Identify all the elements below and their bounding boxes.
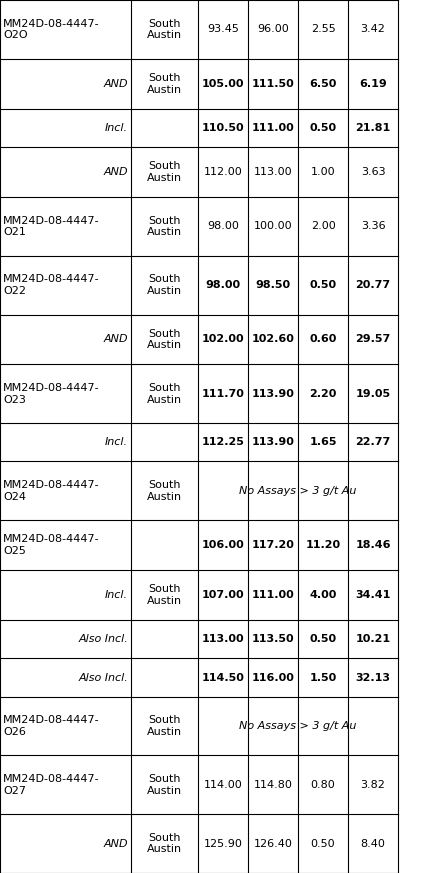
Text: South
Austin: South Austin	[147, 274, 182, 296]
Text: 105.00: 105.00	[202, 79, 244, 89]
Text: 2.00: 2.00	[311, 222, 336, 231]
Text: 0.50: 0.50	[309, 123, 336, 133]
Text: MM24D-08-4447-
O22: MM24D-08-4447- O22	[3, 274, 99, 296]
Text: No Assays > 3 g/t Au: No Assays > 3 g/t Au	[239, 721, 357, 731]
Text: 11.20: 11.20	[305, 540, 341, 550]
Text: 114.00: 114.00	[204, 780, 242, 790]
Text: South
Austin: South Austin	[147, 833, 182, 855]
Text: 125.90: 125.90	[204, 839, 243, 849]
Text: Incl.: Incl.	[105, 437, 128, 447]
Text: 29.57: 29.57	[355, 334, 391, 345]
Bar	[199, 463, 397, 519]
Text: 20.77: 20.77	[356, 280, 391, 290]
Text: 114.50: 114.50	[201, 672, 244, 683]
Text: 113.00: 113.00	[201, 635, 244, 644]
Text: 98.50: 98.50	[255, 280, 290, 290]
Text: 22.77: 22.77	[355, 437, 391, 447]
Text: MM24D-08-4447-
O21: MM24D-08-4447- O21	[3, 216, 99, 237]
Text: 18.46: 18.46	[355, 540, 391, 550]
Text: Incl.: Incl.	[105, 590, 128, 601]
Text: 102.00: 102.00	[201, 334, 244, 345]
Text: 1.00: 1.00	[311, 167, 336, 177]
Text: 0.50: 0.50	[309, 280, 336, 290]
Text: Incl.: Incl.	[105, 123, 128, 133]
Text: South
Austin: South Austin	[147, 18, 182, 40]
Text: 126.40: 126.40	[254, 839, 293, 849]
Text: 111.70: 111.70	[201, 388, 244, 399]
Text: 1.50: 1.50	[309, 672, 337, 683]
Text: MM24D-08-4447-
O26: MM24D-08-4447- O26	[3, 715, 99, 737]
Text: AND: AND	[103, 839, 128, 849]
Text: 3.63: 3.63	[360, 167, 385, 177]
Text: MM24D-08-4447-
O25: MM24D-08-4447- O25	[3, 534, 99, 556]
Text: No Assays > 3 g/t Au: No Assays > 3 g/t Au	[239, 486, 357, 496]
Text: AND: AND	[103, 79, 128, 89]
Text: 2.20: 2.20	[309, 388, 337, 399]
Text: 3.82: 3.82	[360, 780, 385, 790]
Text: 0.80: 0.80	[311, 780, 336, 790]
Text: 93.45: 93.45	[207, 24, 239, 34]
Text: Also Incl.: Also Incl.	[78, 635, 128, 644]
Text: 19.05: 19.05	[356, 388, 391, 399]
Text: 102.60: 102.60	[251, 334, 294, 345]
Text: 117.20: 117.20	[251, 540, 294, 550]
Text: 113.90: 113.90	[251, 437, 294, 447]
Text: 3.36: 3.36	[360, 222, 385, 231]
Text: 98.00: 98.00	[207, 222, 239, 231]
Text: 100.00: 100.00	[254, 222, 292, 231]
Text: 34.41: 34.41	[355, 590, 391, 601]
Text: 107.00: 107.00	[201, 590, 244, 601]
Text: 0.50: 0.50	[311, 839, 336, 849]
Text: 111.50: 111.50	[251, 79, 294, 89]
Bar	[199, 698, 397, 754]
Text: South
Austin: South Austin	[147, 715, 182, 737]
Text: South
Austin: South Austin	[147, 329, 182, 350]
Text: 113.90: 113.90	[251, 388, 294, 399]
Text: 21.81: 21.81	[355, 123, 391, 133]
Text: 96.00: 96.00	[257, 24, 289, 34]
Text: AND: AND	[103, 334, 128, 345]
Text: 6.50: 6.50	[309, 79, 337, 89]
Text: 1.65: 1.65	[309, 437, 337, 447]
Text: 114.80: 114.80	[254, 780, 293, 790]
Text: 106.00: 106.00	[201, 540, 244, 550]
Text: 111.00: 111.00	[251, 590, 294, 601]
Text: 110.50: 110.50	[201, 123, 244, 133]
Text: South
Austin: South Austin	[147, 584, 182, 606]
Text: 32.13: 32.13	[356, 672, 391, 683]
Text: 8.40: 8.40	[360, 839, 385, 849]
Text: South
Austin: South Austin	[147, 162, 182, 182]
Text: South
Austin: South Austin	[147, 774, 182, 795]
Text: 113.00: 113.00	[254, 167, 292, 177]
Text: 112.25: 112.25	[201, 437, 244, 447]
Text: South
Austin: South Austin	[147, 73, 182, 94]
Text: 111.00: 111.00	[251, 123, 294, 133]
Text: South
Austin: South Austin	[147, 383, 182, 405]
Text: 6.19: 6.19	[359, 79, 387, 89]
Text: 98.00: 98.00	[205, 280, 240, 290]
Text: AND: AND	[103, 167, 128, 177]
Text: 3.42: 3.42	[360, 24, 385, 34]
Text: South
Austin: South Austin	[147, 480, 182, 502]
Text: MM24D-08-4447-
O24: MM24D-08-4447- O24	[3, 480, 99, 502]
Text: MM24D-08-4447-
O27: MM24D-08-4447- O27	[3, 774, 99, 795]
Text: 2.55: 2.55	[311, 24, 336, 34]
Text: 0.60: 0.60	[309, 334, 337, 345]
Text: 116.00: 116.00	[251, 672, 294, 683]
Text: MM24D-08-4447-
O2O: MM24D-08-4447- O2O	[3, 18, 99, 40]
Text: South
Austin: South Austin	[147, 216, 182, 237]
Text: 4.00: 4.00	[309, 590, 337, 601]
Text: 0.50: 0.50	[309, 635, 336, 644]
Text: MM24D-08-4447-
O23: MM24D-08-4447- O23	[3, 383, 99, 405]
Text: 112.00: 112.00	[204, 167, 242, 177]
Text: 113.50: 113.50	[252, 635, 294, 644]
Text: Also Incl.: Also Incl.	[78, 672, 128, 683]
Text: 10.21: 10.21	[356, 635, 391, 644]
